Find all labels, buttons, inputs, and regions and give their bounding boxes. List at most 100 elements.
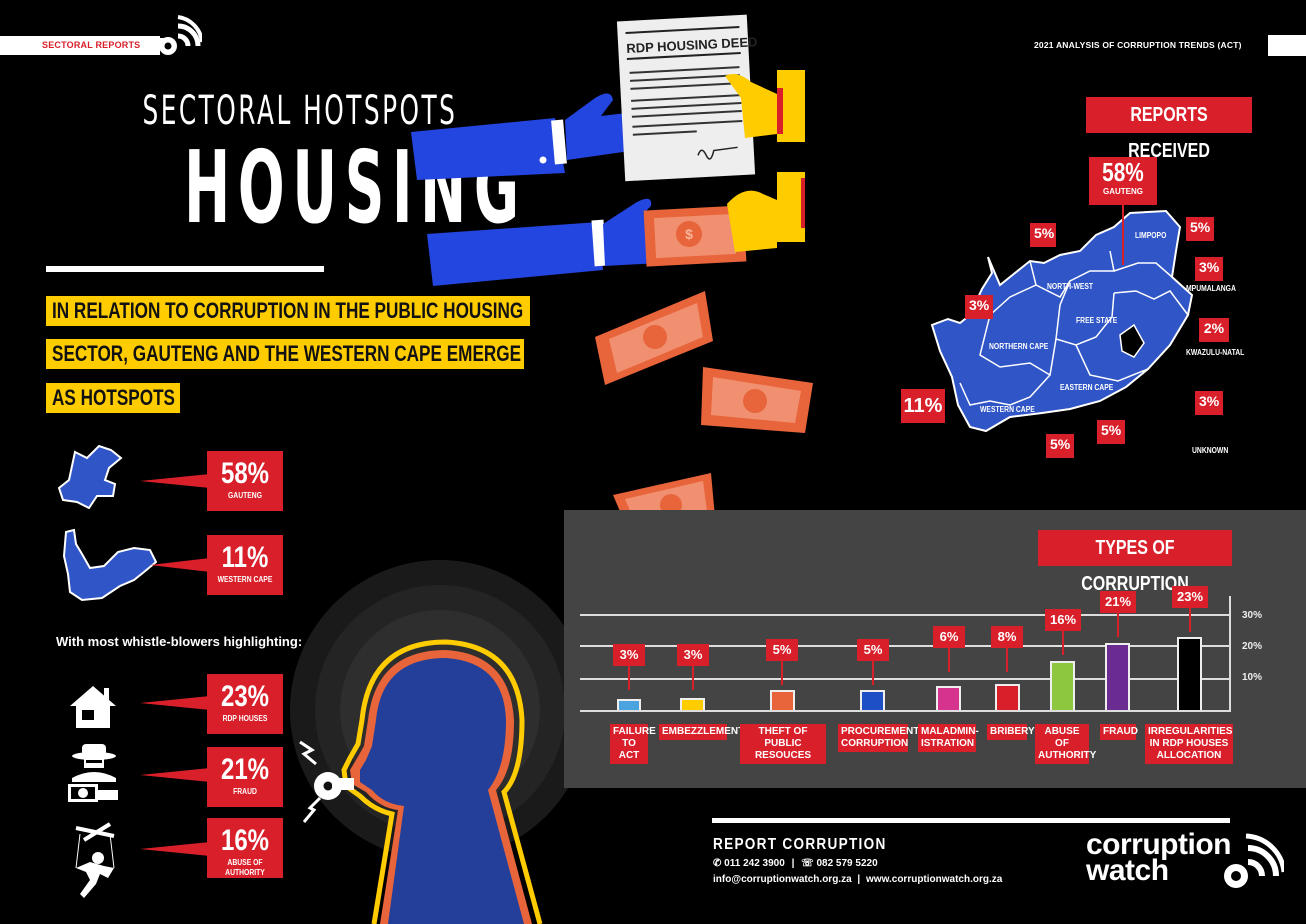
gridline-30 (580, 614, 1230, 616)
hotspot-western-cape: 11% WESTERN CAPE (207, 535, 283, 595)
bar-irregularities (1177, 637, 1202, 710)
map-value-unknown: 3% (1195, 391, 1223, 415)
chart-title: TYPES OF CORRUPTION (1038, 530, 1232, 595)
pointer-abuse (140, 842, 210, 856)
bar-value-embezzlement: 3% (677, 644, 709, 666)
phone-number[interactable]: 011 242 3900 (724, 858, 785, 869)
website-link[interactable]: www.corruptionwatch.org.za (866, 874, 1003, 885)
stem (692, 666, 694, 690)
category-bribery: BRIBERY (987, 724, 1035, 740)
bar-abuse-of-authority (1050, 661, 1075, 710)
report-title-bar (1268, 35, 1306, 56)
stem (628, 666, 630, 690)
map-label-mpumalanga: MPUMALANGA (1186, 284, 1236, 293)
headline-line-2: SECTOR, GAUTENG AND THE WESTERN CAPE EME… (46, 339, 524, 369)
bar-failure-to-act (617, 699, 641, 710)
bar-value-procurement: 5% (857, 639, 889, 661)
report-title: 2021 ANALYSIS OF CORRUPTION TRENDS (ACT) (1034, 40, 1242, 50)
section-tag: SECTORAL REPORTS (42, 40, 141, 50)
map-label-limpopo: LIMPOPO (1135, 231, 1167, 240)
bar-value-theft: 5% (766, 639, 798, 661)
south-africa-map (930, 209, 1194, 433)
gauteng-shape (57, 444, 123, 510)
money-bill-icon (595, 291, 713, 385)
page-subtitle: SECTORAL HOTSPOTS (142, 88, 458, 134)
pointer-fraud (140, 768, 210, 782)
map-value-gauteng: 58% GAUTENG (1089, 157, 1157, 205)
hotspot-gauteng: 58% GAUTENG (207, 451, 283, 511)
bar-embezzlement (680, 698, 705, 710)
map-label-eastern-cape: EASTERN CAPE (1060, 383, 1114, 392)
map-value-northern-cape: 3% (965, 295, 993, 319)
pointer-western-cape (150, 558, 210, 572)
fraud-icon (68, 744, 118, 802)
category-maladministration: MALADMIN- ISTRATION (918, 724, 979, 752)
whistle-signal-icon (148, 15, 202, 55)
map-value-western-cape: 11% (901, 389, 945, 423)
map-value-mpumalanga: 3% (1195, 257, 1223, 281)
bar-value-abuse: 16% (1045, 609, 1081, 631)
section-tag-bar: SECTORAL REPORTS (0, 36, 160, 55)
bar-value-failure-to-act: 3% (613, 644, 645, 666)
whistle-icon (299, 740, 354, 823)
pointer-rdp (140, 696, 210, 710)
ytick-10: 10% (1242, 672, 1263, 683)
category-embezzlement: EMBEZZLEMENT (659, 724, 744, 740)
pointer-line (1122, 205, 1124, 265)
money-bill-icon (701, 367, 813, 433)
map-label-north-west: NORTH-WEST (1047, 282, 1094, 291)
stem (1062, 631, 1064, 655)
map-label-kwazulu-natal: KWAZULU-NATAL (1186, 348, 1245, 357)
map-value-free-state: 5% (1097, 420, 1125, 444)
contact-phones: ✆ 011 242 3900 | ☏ 082 579 5220 (713, 858, 878, 869)
category-procurement: PROCUREMENT CORRUPTION (838, 724, 919, 752)
house-icon (70, 686, 116, 728)
y-axis (1229, 596, 1231, 712)
bribery-illustration: RDP HOUSING DEED $ (411, 14, 805, 286)
gridline-10 (580, 678, 1230, 680)
highlight-rdp-houses: 23% RDP HOUSES (207, 674, 283, 734)
whatsapp-number[interactable]: 082 579 5220 (816, 858, 878, 869)
map-value-limpopo: 5% (1186, 217, 1214, 241)
map-value-eastern-cape: 5% (1046, 434, 1074, 458)
pointer-gauteng (140, 474, 210, 488)
phone-icon: ✆ (713, 858, 722, 869)
category-abuse: ABUSE OF AUTHORITY (1035, 724, 1096, 764)
bar-value-fraud: 21% (1100, 591, 1136, 613)
gridline-20 (580, 645, 1230, 647)
svg-text:$: $ (685, 226, 693, 242)
category-theft: THEFT OF PUBLIC RESOUCES (740, 724, 826, 764)
highlight-fraud: 21% FRAUD (207, 747, 283, 807)
map-value-north-west: 5% (1030, 223, 1056, 247)
whistleblower-illustration (290, 560, 570, 924)
stem (872, 661, 874, 685)
map-label-western-cape: WESTERN CAPE (980, 405, 1035, 414)
bar-value-bribery: 8% (991, 626, 1023, 648)
contact-web: info@corruptionwatch.org.za | www.corrup… (713, 874, 1003, 885)
category-failure-to-act: FAILURE TO ACT (610, 724, 656, 764)
headline-line-3: AS HOTSPOTS (46, 383, 180, 413)
bar-theft (770, 690, 795, 710)
stem (948, 648, 950, 672)
map-label-free-state: FREE STATE (1076, 316, 1118, 325)
bar-value-irregularities: 23% (1172, 586, 1208, 608)
ytick-30: 30% (1242, 610, 1263, 621)
headline-line-1: IN RELATION TO CORRUPTION IN THE PUBLIC … (46, 296, 530, 326)
puppet-icon (75, 822, 115, 898)
category-irregularities: IRREGULARITIES IN RDP HOUSES ALLOCATION (1145, 724, 1233, 764)
map-label-unknown: UNKNOWN (1192, 446, 1229, 455)
bar-procurement (860, 690, 885, 710)
map-label-northern-cape: NORTHERN CAPE (989, 342, 1049, 351)
reports-received-title: REPORTS RECEIVED (1086, 97, 1252, 162)
stem (1189, 608, 1191, 632)
corruption-watch-logo: corruption watch (1086, 828, 1232, 887)
whistle-signal-logo-icon (1224, 833, 1284, 888)
bar-bribery (995, 684, 1020, 710)
highlight-abuse-of-authority: 16% ABUSE OF AUTHORITY (207, 818, 283, 878)
footer-divider (712, 818, 1230, 823)
bar-fraud (1105, 643, 1130, 710)
whatsapp-icon: ☏ (801, 858, 814, 869)
email-link[interactable]: info@corruptionwatch.org.za (713, 874, 852, 885)
stem (1006, 648, 1008, 672)
bar-value-maladministration: 6% (933, 626, 965, 648)
